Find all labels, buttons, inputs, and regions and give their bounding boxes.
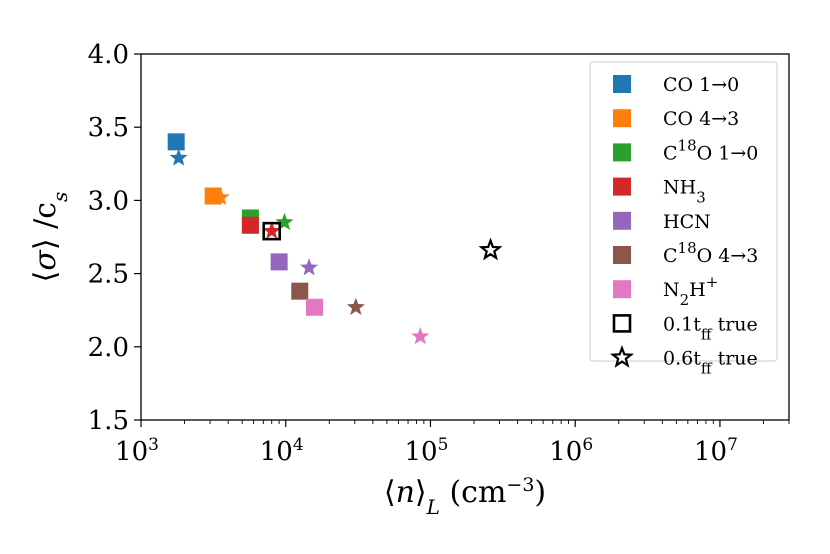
axes-frame bbox=[140, 53, 790, 421]
x-axis-label: ⟨n⟩L (cm−3) bbox=[384, 474, 546, 519]
x-tick-label: 105 bbox=[405, 435, 449, 467]
star-marker-c18o43 bbox=[346, 297, 365, 315]
legend-label-co43: CO 4→3 bbox=[663, 108, 739, 130]
legend-swatch-hcn bbox=[613, 211, 631, 230]
legend-swatch-true01 bbox=[612, 314, 632, 333]
legend-swatch-nh3 bbox=[613, 177, 631, 196]
x-tick-label: 104 bbox=[260, 435, 304, 467]
star-marker-hcn bbox=[300, 258, 319, 276]
legend-label-n2hp: N2H+ bbox=[663, 273, 718, 309]
star-marker-co10 bbox=[169, 148, 188, 166]
data-marks bbox=[167, 133, 503, 345]
y-axis-label: ⟨σ⟩ /cs bbox=[28, 192, 72, 283]
y-tick-label: 2.0 bbox=[88, 333, 129, 363]
plot-frame bbox=[134, 53, 790, 427]
star-marker-nh3 bbox=[262, 221, 281, 239]
legend-label-nh3: NH3 bbox=[663, 177, 706, 207]
legend: CO 1→0 CO 4→3 C18O 1→0 NH3 HCN C18O 4→3 N2H+ 0.… bbox=[589, 61, 778, 378]
y-tick-label: 2.5 bbox=[88, 260, 129, 290]
y-tick-label: 1.5 bbox=[88, 406, 129, 436]
legend-swatch-c18o10 bbox=[613, 143, 631, 162]
legend-swatch-n2hp bbox=[613, 280, 631, 299]
square-marker-hcn bbox=[270, 253, 288, 271]
square-marker-n2hp bbox=[305, 298, 323, 316]
y-tick-label: 3.0 bbox=[88, 186, 129, 216]
star-marker-co43 bbox=[211, 187, 230, 206]
legend-swatch-co43 bbox=[613, 109, 631, 128]
legend-label-hcn: HCN bbox=[663, 211, 711, 233]
star-marker-c18o10 bbox=[275, 212, 294, 231]
legend-label-true06: 0.6tff true bbox=[663, 348, 758, 378]
square-marker-nh3 bbox=[241, 216, 259, 234]
legend-swatch-true06 bbox=[609, 344, 635, 368]
y-tick-label: 4.0 bbox=[88, 40, 129, 70]
legend-label-co10: CO 1→0 bbox=[663, 74, 739, 96]
legend-label-true01: 0.1tff true bbox=[663, 313, 758, 343]
x-tick-label: 107 bbox=[694, 435, 738, 467]
square-marker-co10 bbox=[167, 133, 185, 151]
open-star-marker-true06 bbox=[478, 237, 503, 261]
x-tick-label: 106 bbox=[549, 435, 593, 467]
legend-box bbox=[589, 61, 778, 362]
legend-label-c18o10: C18O 1→0 bbox=[663, 136, 758, 164]
legend-label-c18o43: C18O 4→3 bbox=[663, 239, 758, 267]
open-square-marker-true01 bbox=[262, 221, 282, 241]
legend-swatch-co10 bbox=[613, 75, 631, 93]
axis-labels: 1.5 2.0 2.5 3.0 3.5 4.0 103 104 105 106 107 ⟨n⟩L (c… bbox=[28, 40, 738, 519]
x-tick-label: 103 bbox=[115, 435, 159, 467]
square-marker-c18o43 bbox=[291, 282, 309, 300]
y-tick-label: 3.5 bbox=[88, 113, 129, 143]
star-marker-n2hp bbox=[411, 327, 430, 345]
legend-swatch-c18o43 bbox=[613, 246, 631, 264]
